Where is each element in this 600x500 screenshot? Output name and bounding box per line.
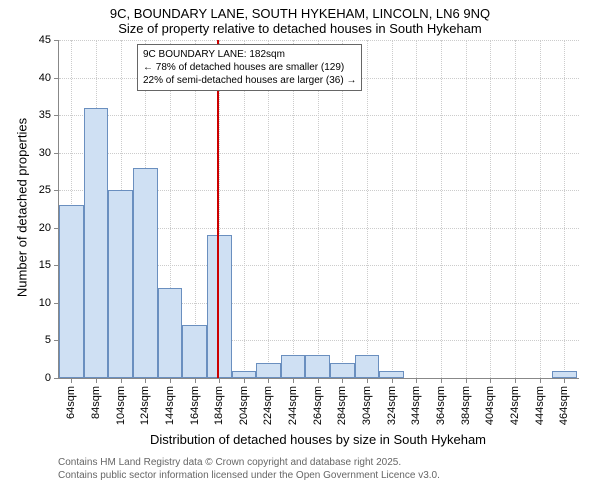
x-tick: [121, 378, 122, 383]
y-tick-label: 15: [39, 259, 51, 271]
x-tick: [490, 378, 491, 383]
x-tick-label: 304sqm: [361, 386, 373, 425]
y-tick: [54, 115, 59, 116]
x-tick-label: 424sqm: [509, 386, 521, 425]
x-tick: [466, 378, 467, 383]
y-tick-label: 40: [39, 72, 51, 84]
x-tick-label: 404sqm: [484, 386, 496, 425]
gridline-h: [59, 40, 579, 41]
histogram-bar: [305, 355, 330, 378]
histogram-bar: [158, 288, 183, 378]
x-tick-label: 444sqm: [534, 386, 546, 425]
y-tick-label: 30: [39, 147, 51, 159]
y-tick-label: 10: [39, 297, 51, 309]
histogram-bar: [281, 355, 306, 378]
x-tick: [71, 378, 72, 383]
x-tick: [96, 378, 97, 383]
histogram-bar: [355, 355, 380, 378]
x-tick-label: 244sqm: [287, 386, 299, 425]
histogram-bar: [108, 190, 133, 378]
x-tick: [293, 378, 294, 383]
y-tick-label: 20: [39, 222, 51, 234]
x-tick: [441, 378, 442, 383]
annotation-box: 9C BOUNDARY LANE: 182sqm ← 78% of detach…: [137, 44, 362, 91]
x-tick: [392, 378, 393, 383]
y-tick: [54, 190, 59, 191]
histogram-bar: [330, 363, 355, 378]
histogram-bar: [59, 205, 84, 378]
y-tick: [54, 78, 59, 79]
y-tick: [54, 40, 59, 41]
gridline-v: [441, 40, 442, 378]
gridline-v: [416, 40, 417, 378]
x-tick-label: 64sqm: [65, 386, 77, 419]
annotation-line-2: ← 78% of detached houses are smaller (12…: [143, 61, 356, 74]
gridline-v: [392, 40, 393, 378]
x-tick-label: 344sqm: [410, 386, 422, 425]
chart-container: 9C, BOUNDARY LANE, SOUTH HYKEHAM, LINCOL…: [0, 0, 600, 500]
histogram-bar: [552, 371, 577, 379]
gridline-v: [490, 40, 491, 378]
x-tick-label: 204sqm: [238, 386, 250, 425]
x-tick-label: 124sqm: [139, 386, 151, 425]
x-tick-label: 284sqm: [336, 386, 348, 425]
y-tick-label: 5: [45, 334, 51, 346]
annotation-line-3: 22% of semi-detached houses are larger (…: [143, 74, 356, 87]
x-tick-label: 184sqm: [213, 386, 225, 425]
plot-area: 05101520253035404564sqm84sqm104sqm124sqm…: [58, 40, 579, 379]
gridline-h: [59, 115, 579, 116]
x-tick: [170, 378, 171, 383]
histogram-bar: [256, 363, 281, 378]
y-tick: [54, 378, 59, 379]
histogram-bar: [232, 371, 257, 379]
y-tick-label: 25: [39, 184, 51, 196]
x-tick-label: 144sqm: [164, 386, 176, 425]
x-tick: [318, 378, 319, 383]
x-tick-label: 324sqm: [386, 386, 398, 425]
x-tick-label: 464sqm: [558, 386, 570, 425]
x-tick: [268, 378, 269, 383]
x-tick: [195, 378, 196, 383]
x-tick: [416, 378, 417, 383]
gridline-v: [540, 40, 541, 378]
y-tick-label: 45: [39, 34, 51, 46]
x-tick: [367, 378, 368, 383]
x-tick: [564, 378, 565, 383]
histogram-bar: [379, 371, 404, 379]
x-tick-label: 384sqm: [460, 386, 472, 425]
chart-footer: Contains HM Land Registry data © Crown c…: [58, 456, 440, 482]
annotation-line-1: 9C BOUNDARY LANE: 182sqm: [143, 48, 356, 61]
y-axis-title: Number of detached properties: [15, 108, 30, 308]
x-tick: [342, 378, 343, 383]
x-tick-label: 264sqm: [312, 386, 324, 425]
histogram-bar: [84, 108, 109, 378]
gridline-v: [367, 40, 368, 378]
gridline-h: [59, 153, 579, 154]
x-tick: [219, 378, 220, 383]
x-tick: [145, 378, 146, 383]
chart-title-2: Size of property relative to detached ho…: [0, 21, 600, 36]
x-tick-label: 104sqm: [115, 386, 127, 425]
gridline-v: [515, 40, 516, 378]
footer-line-1: Contains HM Land Registry data © Crown c…: [58, 456, 440, 469]
x-tick-label: 84sqm: [90, 386, 102, 419]
x-axis-title: Distribution of detached houses by size …: [58, 432, 578, 447]
x-tick-label: 364sqm: [435, 386, 447, 425]
histogram-bar: [182, 325, 207, 378]
histogram-bar: [133, 168, 158, 378]
x-tick: [540, 378, 541, 383]
x-tick: [244, 378, 245, 383]
y-tick: [54, 153, 59, 154]
x-tick-label: 224sqm: [262, 386, 274, 425]
footer-line-2: Contains public sector information licen…: [58, 469, 440, 482]
gridline-v: [564, 40, 565, 378]
y-tick-label: 35: [39, 109, 51, 121]
gridline-v: [466, 40, 467, 378]
x-tick-label: 164sqm: [189, 386, 201, 425]
y-tick-label: 0: [45, 372, 51, 384]
x-tick: [515, 378, 516, 383]
chart-title-1: 9C, BOUNDARY LANE, SOUTH HYKEHAM, LINCOL…: [0, 6, 600, 21]
histogram-bar: [207, 235, 232, 378]
